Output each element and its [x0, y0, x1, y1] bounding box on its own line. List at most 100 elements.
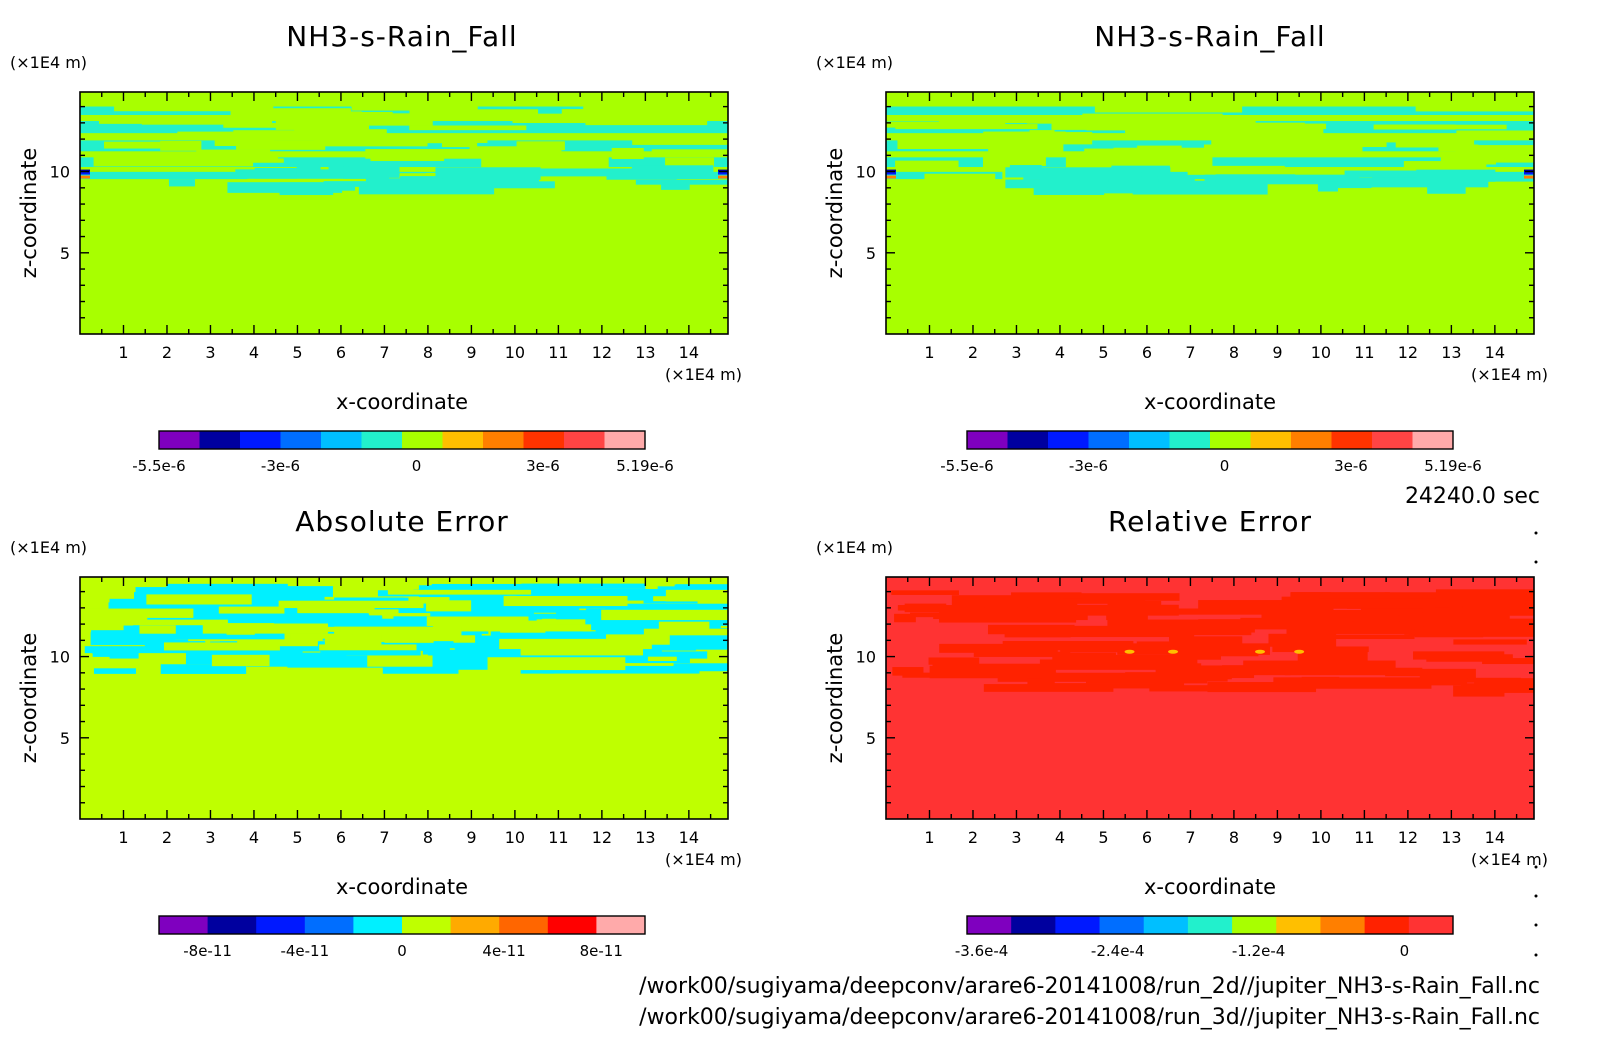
- colorbar-segment: [1210, 431, 1251, 449]
- colorbar-segment: [1048, 431, 1089, 449]
- colorbar-segment: [547, 916, 597, 934]
- contour-band: [1399, 115, 1469, 121]
- colorbar-segment: [361, 431, 403, 449]
- contour-band: [895, 124, 1038, 130]
- colorbar-segment: [1412, 431, 1454, 449]
- x-axis-label: x-coordinate: [1144, 390, 1276, 414]
- contour-band: [1051, 119, 1212, 130]
- colorbar-segment: [280, 431, 322, 449]
- contour-band: [520, 613, 633, 619]
- contour-band: [1240, 617, 1353, 630]
- contour-band: [494, 622, 533, 631]
- y-unit-label: (×1E4 m): [816, 53, 893, 72]
- colorbar-segment: [1291, 431, 1332, 449]
- contour-band: [1141, 169, 1165, 177]
- contour-band: [366, 115, 433, 126]
- contour-band: [168, 179, 195, 187]
- edge-anomaly: [80, 175, 90, 179]
- contour-band: [218, 606, 285, 614]
- colorbar-label: -1.2e-4: [1232, 942, 1285, 960]
- contour-band: [665, 589, 728, 601]
- contour-field: [80, 92, 728, 334]
- contour-band: [319, 644, 417, 651]
- contour-band: [651, 149, 728, 156]
- panel-p2: NH3-s-Rain_Fall(×1E4 m)1 2 3 4 5 6 7 8 9 10 11 12 13…: [816, 20, 1548, 475]
- x-tick-label: 7: [1185, 343, 1195, 362]
- contour-band: [409, 109, 539, 120]
- contour-band: [1361, 678, 1468, 686]
- panel-p3: Absolute Error(×1E4 m)1 2 3 4 5 6 7 8 9 10 11 12 13 1…: [10, 505, 742, 960]
- colorbar-label: 3e-6: [1334, 457, 1368, 475]
- plot-frame: [885, 576, 1535, 820]
- contour-band: [1416, 169, 1496, 182]
- colorbar-label: 0: [1220, 457, 1230, 475]
- contour-band: [431, 583, 532, 590]
- x-tick-label: 7: [379, 343, 389, 362]
- contour-band: [1084, 148, 1194, 154]
- contour-band: [163, 133, 187, 140]
- contour-band: [1353, 615, 1493, 626]
- contour-band: [246, 178, 287, 185]
- colorbar-segment: [1250, 431, 1292, 449]
- contour-band: [160, 664, 247, 674]
- colorbar-frame: [966, 915, 1454, 935]
- x-tick-label: 6: [1142, 828, 1152, 847]
- contour-band: [434, 595, 484, 601]
- contour-band: [1296, 123, 1327, 130]
- colorbar: -3.6e-4 -2.4e-4 -1.2e-4 0: [955, 915, 1454, 960]
- margin-dot: [1534, 894, 1538, 898]
- contour-band: [1011, 592, 1082, 599]
- panel-title: NH3-s-Rain_Fall: [286, 20, 517, 53]
- x-tick-label: 14: [679, 828, 699, 847]
- margin-dot: [1534, 953, 1538, 957]
- colorbar-label: 3e-6: [526, 457, 560, 475]
- contour-band: [296, 166, 321, 176]
- colorbar: -5.5e-6 -3e-6 0 3e-6 5.19e-6: [940, 430, 1482, 475]
- colorbar-segment: [256, 916, 306, 934]
- colorbar-label: -3.6e-4: [955, 942, 1008, 960]
- colorbar-label: 0: [412, 457, 422, 475]
- contour-band: [1026, 115, 1110, 124]
- contour-band: [924, 173, 996, 186]
- plot-frame: [79, 91, 729, 335]
- colorbar-label: -5.5e-6: [940, 457, 993, 475]
- contour-band: [1378, 136, 1474, 143]
- x-tick-label: 12: [592, 828, 612, 847]
- contour-band: [202, 623, 329, 634]
- contour-band: [897, 605, 1054, 611]
- colorbar-label: -4e-11: [280, 942, 329, 960]
- contour-band: [1304, 140, 1387, 148]
- contour-band: [611, 147, 644, 160]
- colorbar-segment: [402, 916, 452, 934]
- colorbar-label: -3e-6: [261, 457, 300, 475]
- contour-band: [1224, 170, 1371, 177]
- contour-band: [455, 604, 566, 609]
- contour-band: [104, 141, 163, 149]
- panel-title: Relative Error: [1108, 505, 1312, 538]
- contour-band: [1107, 619, 1255, 633]
- contour-band: [275, 119, 370, 130]
- contour-band: [601, 609, 728, 621]
- x-tick-label: 13: [635, 828, 655, 847]
- x-tick-label: 9: [466, 343, 476, 362]
- contour-band: [1462, 604, 1534, 616]
- x-axis-label: x-coordinate: [336, 875, 468, 899]
- contour-band: [503, 595, 628, 607]
- contour-band: [147, 608, 290, 620]
- contour-band: [409, 113, 459, 120]
- contour-band: [1080, 663, 1202, 669]
- x-tick-label: 14: [1485, 343, 1505, 362]
- x-tick-label: 14: [1485, 828, 1505, 847]
- x-tick-label: 6: [336, 828, 346, 847]
- contour-band: [1482, 658, 1534, 665]
- colorbar-segment: [199, 431, 241, 449]
- contour-band: [1385, 667, 1423, 677]
- relative-error-anomaly: [1124, 649, 1135, 654]
- contour-band: [535, 168, 692, 175]
- colorbar-segment: [304, 916, 354, 934]
- contour-band: [236, 140, 326, 150]
- colorbar-segment: [1011, 916, 1056, 934]
- contour-band: [409, 125, 527, 131]
- contour-band: [93, 668, 136, 674]
- contour-band: [665, 157, 715, 168]
